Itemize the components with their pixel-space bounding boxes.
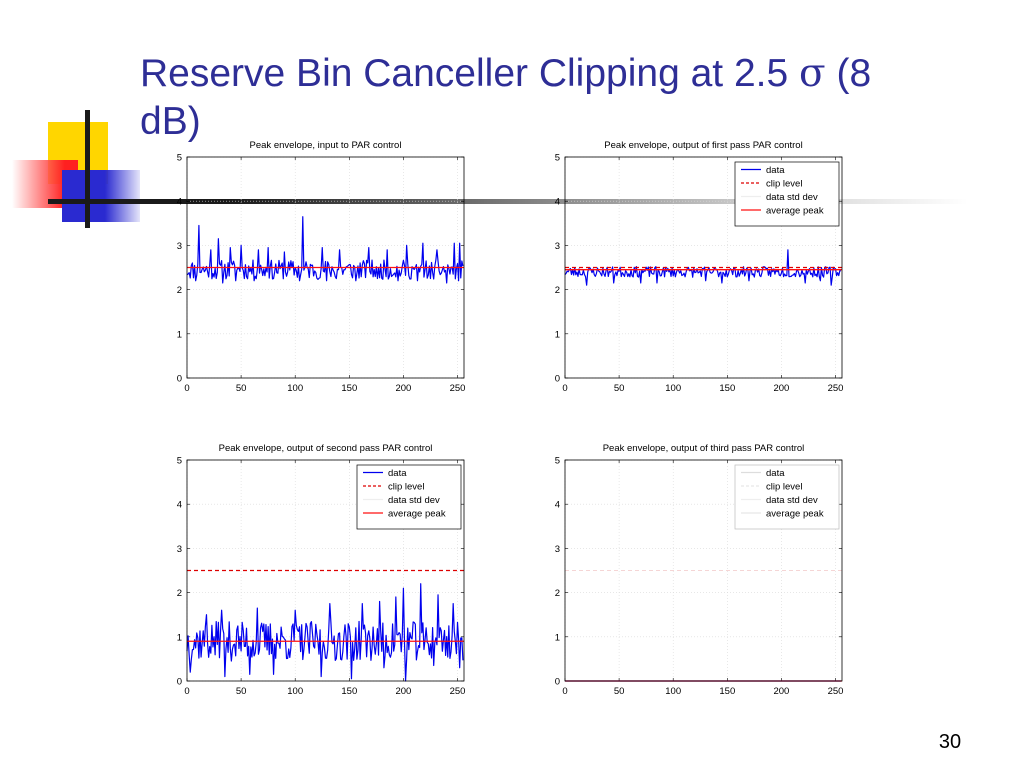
y-tick-label: 5 bbox=[177, 456, 182, 467]
slide-title: Reserve Bin Canceller Clipping at 2.5 σ … bbox=[140, 50, 940, 146]
decorative-blue-square bbox=[62, 170, 140, 222]
x-tick-label: 200 bbox=[395, 686, 411, 697]
legend-entry: data bbox=[766, 165, 785, 176]
series-data-line bbox=[186, 583, 464, 682]
x-tick-label: 50 bbox=[614, 383, 625, 394]
x-tick-label: 150 bbox=[719, 686, 735, 697]
x-tick-label: 250 bbox=[450, 383, 466, 394]
slide-title-text: Reserve Bin Canceller Clipping at 2.5 bbox=[140, 52, 800, 95]
plot-frame bbox=[564, 156, 843, 379]
chart-title: Peak envelope, input to PAR control bbox=[250, 140, 402, 151]
y-tick-label: 3 bbox=[177, 241, 182, 252]
legend-box bbox=[734, 161, 840, 227]
y-tick-label: 4 bbox=[177, 500, 182, 511]
chart-first-pass: Peak envelope, output of first pass PAR … bbox=[555, 140, 844, 394]
legend-entry: average peak bbox=[766, 206, 824, 217]
y-tick-label: 4 bbox=[555, 197, 560, 208]
plot-frame bbox=[564, 459, 843, 682]
x-tick-label: 50 bbox=[614, 686, 625, 697]
legend-entry: average peak bbox=[766, 509, 824, 520]
y-tick-label: 1 bbox=[555, 632, 560, 643]
y-tick-label: 0 bbox=[555, 677, 560, 688]
x-tick-label: 100 bbox=[665, 686, 681, 697]
x-tick-label: 150 bbox=[719, 383, 735, 394]
y-tick-label: 2 bbox=[177, 285, 182, 296]
chart-title: Peak envelope, output of second pass PAR… bbox=[219, 443, 433, 454]
y-tick-label: 1 bbox=[177, 329, 182, 340]
x-tick-label: 250 bbox=[828, 383, 844, 394]
plot-frame bbox=[186, 156, 465, 379]
y-tick-label: 5 bbox=[555, 456, 560, 467]
x-tick-label: 0 bbox=[562, 383, 567, 394]
y-tick-label: 0 bbox=[177, 677, 182, 688]
legend-entry: clip level bbox=[766, 179, 802, 190]
chart-title: Peak envelope, output of third pass PAR … bbox=[603, 443, 805, 454]
legend-entry: clip level bbox=[766, 482, 802, 493]
chart-title: Peak envelope, output of first pass PAR … bbox=[604, 140, 802, 151]
x-tick-label: 250 bbox=[828, 686, 844, 697]
page-number: 30 bbox=[938, 731, 962, 753]
x-tick-label: 200 bbox=[773, 383, 789, 394]
y-tick-label: 2 bbox=[555, 588, 560, 599]
x-tick-label: 0 bbox=[184, 383, 189, 394]
legend-entry: data std dev bbox=[388, 495, 440, 506]
y-tick-label: 1 bbox=[555, 329, 560, 340]
x-tick-label: 250 bbox=[450, 686, 466, 697]
chart-second-pass: Peak envelope, output of second pass PAR… bbox=[177, 443, 466, 697]
legend-box bbox=[356, 464, 462, 530]
y-tick-label: 5 bbox=[555, 153, 560, 164]
y-tick-label: 4 bbox=[555, 500, 560, 511]
legend-entry: data bbox=[388, 468, 407, 479]
y-tick-label: 2 bbox=[555, 285, 560, 296]
x-tick-label: 0 bbox=[562, 686, 567, 697]
decorative-horizontal-line bbox=[48, 199, 968, 204]
legend-entry: data std dev bbox=[766, 192, 818, 203]
x-tick-label: 100 bbox=[665, 383, 681, 394]
slide-title-suffix: (8 dB) bbox=[140, 52, 872, 143]
x-tick-label: 200 bbox=[773, 686, 789, 697]
series-data-line bbox=[186, 216, 464, 284]
y-tick-label: 0 bbox=[555, 374, 560, 385]
y-tick-label: 2 bbox=[177, 588, 182, 599]
x-tick-label: 100 bbox=[287, 686, 303, 697]
y-tick-label: 4 bbox=[177, 197, 182, 208]
x-tick-label: 200 bbox=[395, 383, 411, 394]
x-tick-label: 150 bbox=[341, 383, 357, 394]
y-tick-label: 0 bbox=[177, 374, 182, 385]
x-tick-label: 150 bbox=[341, 686, 357, 697]
x-tick-label: 100 bbox=[287, 383, 303, 394]
legend-entry: average peak bbox=[388, 509, 446, 520]
plot-frame bbox=[186, 459, 465, 682]
decorative-vertical-line bbox=[85, 110, 90, 228]
x-tick-label: 0 bbox=[184, 686, 189, 697]
series-data-line bbox=[564, 249, 842, 286]
y-tick-label: 3 bbox=[177, 544, 182, 555]
y-tick-label: 3 bbox=[555, 544, 560, 555]
x-tick-label: 50 bbox=[236, 383, 247, 394]
x-tick-label: 50 bbox=[236, 686, 247, 697]
y-tick-label: 5 bbox=[177, 153, 182, 164]
y-tick-label: 3 bbox=[555, 241, 560, 252]
legend-entry: data std dev bbox=[766, 495, 818, 506]
y-tick-label: 1 bbox=[177, 632, 182, 643]
chart-third-pass: Peak envelope, output of third pass PAR … bbox=[555, 443, 844, 697]
legend-entry: data bbox=[766, 468, 785, 479]
slide-title-sigma: σ bbox=[799, 51, 826, 96]
legend-entry: clip level bbox=[388, 482, 424, 493]
legend-box bbox=[734, 464, 840, 530]
